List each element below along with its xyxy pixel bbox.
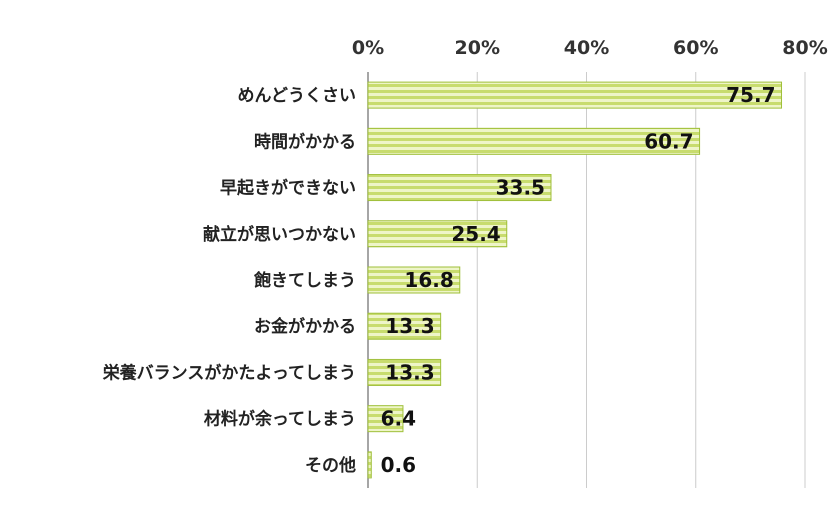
x-tick-label: 0% xyxy=(352,37,384,59)
category-labels: めんどうくさい時間がかかる早起きができない献立が思いつかない飽きてしまうお金がか… xyxy=(102,86,356,476)
category-label: 時間がかかる xyxy=(254,131,356,152)
category-label: その他 xyxy=(305,455,356,476)
value-labels: 75.7 60.7 33.5 25.4 16.8 13.3 13.3 6.4 0.6 xyxy=(381,83,776,477)
bars xyxy=(367,81,783,479)
bar xyxy=(367,451,372,479)
bar xyxy=(367,266,461,294)
bar xyxy=(367,127,701,155)
value-label: 0.6 xyxy=(381,453,416,477)
value-label: 33.5 xyxy=(496,176,545,200)
value-label: 6.4 xyxy=(381,407,416,431)
value-label: 13.3 xyxy=(385,314,434,338)
bar xyxy=(367,220,508,248)
x-tick-label: 40% xyxy=(564,37,609,59)
value-label: 16.8 xyxy=(404,268,453,292)
category-label: めんどうくさい xyxy=(238,86,357,106)
bar xyxy=(367,174,552,202)
x-tick-label: 60% xyxy=(673,37,718,59)
category-label: 栄養バランスがかたよってしまう xyxy=(102,362,356,383)
category-label: お金がかかる xyxy=(254,316,356,337)
category-label: 早起きができない xyxy=(220,178,356,199)
bar xyxy=(367,81,783,109)
value-label: 60.7 xyxy=(644,129,693,153)
category-label: 献立が思いつかない xyxy=(203,224,356,245)
value-label: 13.3 xyxy=(385,360,434,384)
bar xyxy=(367,312,442,340)
value-label: 75.7 xyxy=(726,83,775,107)
bar xyxy=(367,358,442,386)
x-axis-tick-labels: 0% 20% 40% 60% 80% xyxy=(352,37,828,59)
x-tick-label: 20% xyxy=(455,37,500,59)
value-label: 25.4 xyxy=(451,222,500,246)
bar xyxy=(367,405,404,433)
category-label: 飽きてしまう xyxy=(253,270,356,291)
x-tick-label: 80% xyxy=(782,37,827,59)
category-label: 材料が余ってしまう xyxy=(204,409,356,430)
